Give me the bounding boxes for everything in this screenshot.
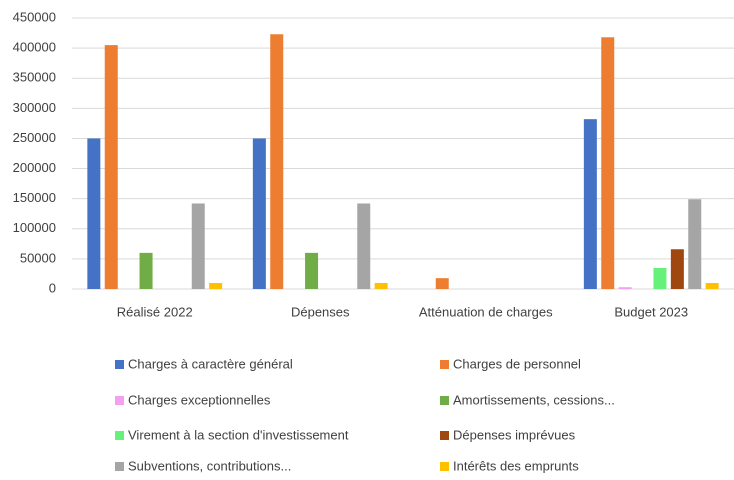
bar — [139, 252, 153, 289]
bar — [87, 138, 101, 289]
x-tick-label: Atténuation de charges — [419, 304, 553, 319]
legend-label: Charges de personnel — [453, 356, 581, 371]
y-tick-label: 300000 — [13, 100, 56, 115]
x-tick-label: Budget 2023 — [614, 304, 688, 319]
x-tick-label: Dépenses — [291, 304, 350, 319]
y-tick-label: 150000 — [13, 190, 56, 205]
y-tick-label: 250000 — [13, 130, 56, 145]
bar — [618, 287, 632, 289]
legend-label: Dépenses imprévues — [453, 427, 576, 442]
legend-label: Amortissements, cessions... — [453, 392, 615, 407]
legend-label: Charges à caractère général — [128, 356, 293, 371]
legend-swatch — [115, 360, 124, 369]
bar — [583, 119, 597, 289]
legend-swatch — [440, 396, 449, 405]
y-tick-label: 450000 — [13, 9, 56, 24]
x-tick-label: Réalisé 2022 — [117, 304, 193, 319]
y-tick-label: 350000 — [13, 70, 56, 85]
y-tick-label: 50000 — [20, 250, 56, 265]
legend-label: Subventions, contributions... — [128, 458, 291, 473]
bar — [357, 203, 371, 289]
bar — [305, 252, 319, 289]
y-tick-label: 100000 — [13, 220, 56, 235]
bar — [252, 138, 266, 289]
legend-swatch — [115, 396, 124, 405]
bar — [670, 249, 684, 289]
bar — [653, 267, 667, 289]
bar — [191, 203, 205, 289]
bar — [705, 282, 719, 289]
y-tick-label: 0 — [49, 280, 56, 295]
bar — [688, 199, 702, 289]
bar — [270, 34, 284, 290]
legend-swatch — [440, 431, 449, 440]
bar — [601, 37, 615, 289]
bar — [209, 282, 223, 289]
legend-swatch — [115, 462, 124, 471]
bar — [104, 45, 118, 289]
y-tick-label: 400000 — [13, 40, 56, 55]
legend-swatch — [440, 360, 449, 369]
bar — [374, 282, 388, 289]
legend-label: Virement à la section d'investissement — [128, 427, 349, 442]
legend-swatch — [440, 462, 449, 471]
y-tick-label: 200000 — [13, 160, 56, 175]
bar — [435, 278, 449, 289]
legend-label: Charges exceptionnelles — [128, 392, 271, 407]
legend-label: Intérêts des emprunts — [453, 458, 579, 473]
legend-swatch — [115, 431, 124, 440]
